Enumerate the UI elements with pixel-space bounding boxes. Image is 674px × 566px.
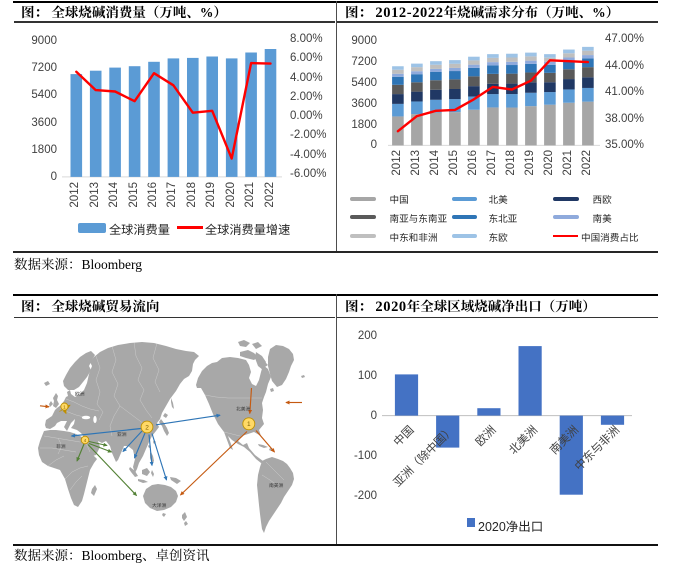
svg-text:亚洲: 亚洲 bbox=[117, 432, 127, 438]
svg-text:南美洲: 南美洲 bbox=[269, 482, 284, 489]
svg-text:4: 4 bbox=[84, 438, 87, 443]
svg-text:1: 1 bbox=[247, 421, 251, 428]
svg-text:欧洲: 欧洲 bbox=[75, 391, 85, 398]
svg-text:北美洲: 北美洲 bbox=[236, 406, 251, 413]
svg-text:2: 2 bbox=[145, 424, 149, 431]
svg-text:非洲: 非洲 bbox=[56, 443, 66, 450]
svg-text:大洋洲: 大洋洲 bbox=[152, 502, 167, 509]
svg-text:1: 1 bbox=[63, 404, 66, 409]
